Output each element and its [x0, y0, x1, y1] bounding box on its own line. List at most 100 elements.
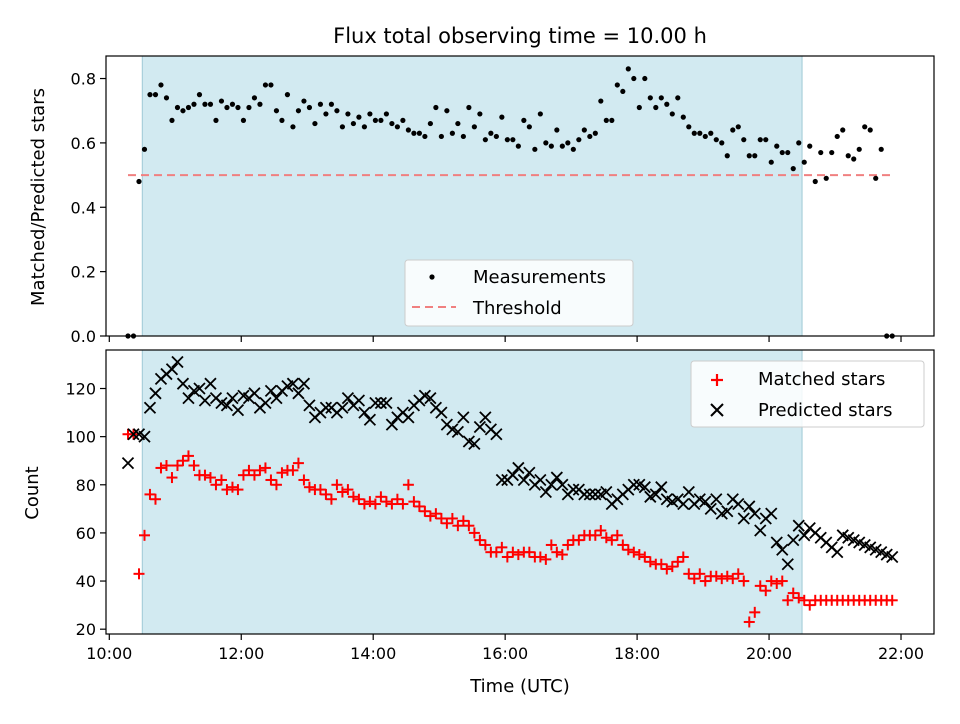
- predicted-star-point: [297, 377, 311, 390]
- measurement-point: [152, 92, 159, 98]
- measurement-point: [466, 104, 472, 111]
- measurement-point: [290, 124, 296, 130]
- measurement-point: [163, 95, 170, 101]
- matched-star-point: [369, 498, 381, 510]
- measurement-point: [180, 108, 186, 114]
- measurement-point: [845, 153, 851, 159]
- measurement-point: [570, 146, 576, 152]
- measurement-point: [268, 82, 274, 88]
- measurement-point: [213, 117, 219, 123]
- predicted-star-point: [369, 396, 382, 410]
- predicted-star-point: [424, 391, 437, 405]
- measurement-point: [647, 95, 653, 101]
- matched-star-point: [743, 616, 755, 628]
- measurement-point: [477, 111, 483, 117]
- measurement-point: [141, 146, 148, 152]
- predicted-star-point: [259, 396, 272, 410]
- measurement-point: [235, 104, 241, 111]
- bottom-axes-frame: [105, 349, 935, 635]
- matched-star-point: [490, 546, 502, 558]
- predicted-star-point: [682, 485, 695, 499]
- predicted-star-point: [358, 406, 371, 419]
- bot-y-tick-label: 40: [76, 572, 96, 591]
- matched-star-point: [765, 575, 777, 587]
- matched-star-point: [391, 493, 403, 505]
- matched-star-point: [435, 512, 447, 524]
- predicted-star-point: [545, 478, 558, 491]
- predicted-star-point: [534, 473, 547, 487]
- matched-star-point: [628, 546, 640, 558]
- measurement-point: [246, 104, 252, 111]
- measurement-point: [350, 120, 357, 127]
- matched-star-point: [452, 520, 464, 532]
- measurement-point: [262, 82, 269, 88]
- predicted-star-point: [198, 394, 212, 407]
- matched-star-point: [727, 573, 739, 585]
- predicted-star-point: [341, 391, 355, 405]
- x-tick-label: 16:00: [482, 644, 528, 663]
- matched-star-point: [133, 568, 145, 580]
- matched-star-point: [380, 496, 392, 508]
- measurement-point: [284, 92, 291, 98]
- matched-star-point: [633, 549, 645, 561]
- top-y-tick-label: 0.4: [71, 198, 96, 217]
- measurement-point: [207, 101, 214, 107]
- measurement-points: [125, 66, 895, 339]
- predicted-star-point: [831, 546, 844, 559]
- measurement-point: [328, 101, 335, 107]
- predicted-stars-points: [121, 355, 899, 571]
- matched-star-point: [523, 546, 535, 558]
- top-legend-box: [404, 259, 634, 327]
- predicted-star-point: [512, 461, 525, 475]
- matched-star-point: [254, 464, 266, 476]
- bottom-legend: Matched stars Predicted stars: [690, 360, 925, 428]
- matched-star-point: [331, 479, 343, 491]
- measurement-point: [361, 124, 368, 130]
- measurement-point: [867, 127, 873, 133]
- predicted-star-point: [143, 401, 157, 414]
- legend-matched-label: Matched stars: [758, 369, 885, 390]
- predicted-star-point: [182, 391, 195, 405]
- matched-star-point: [358, 498, 370, 510]
- matched-star-point: [573, 534, 585, 546]
- predicted-star-point: [264, 384, 278, 398]
- legend-predicted-label: Predicted stars: [758, 400, 892, 421]
- measurement-point: [554, 127, 560, 133]
- measurement-point: [438, 133, 444, 140]
- measurement-point: [367, 111, 373, 117]
- bot-y-tick-label: 120: [65, 380, 96, 399]
- measurement-point: [174, 104, 181, 111]
- measurement-point: [862, 124, 868, 130]
- predicted-star-point: [539, 485, 552, 499]
- measurement-point: [631, 75, 637, 82]
- top-y-tick-label: 0.2: [71, 263, 96, 282]
- matched-star-point: [188, 460, 200, 472]
- matched-star-point: [617, 539, 629, 551]
- measurement-point: [603, 117, 609, 123]
- measurement-point: [785, 149, 791, 156]
- predicted-star-point: [506, 469, 519, 482]
- matched-star-point: [226, 481, 238, 493]
- matched-star-point: [534, 551, 546, 563]
- measurement-point: [202, 101, 208, 107]
- matched-star-point: [248, 469, 260, 481]
- legend-threshold-label: Threshold: [472, 298, 562, 319]
- matched-star-point: [160, 460, 172, 472]
- predicted-star-point: [468, 437, 481, 451]
- measurement-point: [196, 92, 203, 98]
- measurement-point: [763, 137, 769, 143]
- matched-star-point: [606, 534, 618, 546]
- measurement-point: [834, 133, 840, 140]
- predicted-star-point: [226, 391, 239, 405]
- predicted-star-point: [363, 413, 377, 426]
- matched-star-point: [507, 546, 519, 558]
- measurement-point: [383, 111, 389, 117]
- measurement-point: [532, 146, 538, 152]
- legend-predicted-marker: [710, 403, 724, 417]
- measurement-point: [537, 111, 543, 117]
- predicted-star-point: [127, 428, 140, 441]
- measurement-point: [598, 98, 604, 104]
- predicted-star-point: [402, 411, 415, 424]
- measurement-point: [257, 101, 263, 107]
